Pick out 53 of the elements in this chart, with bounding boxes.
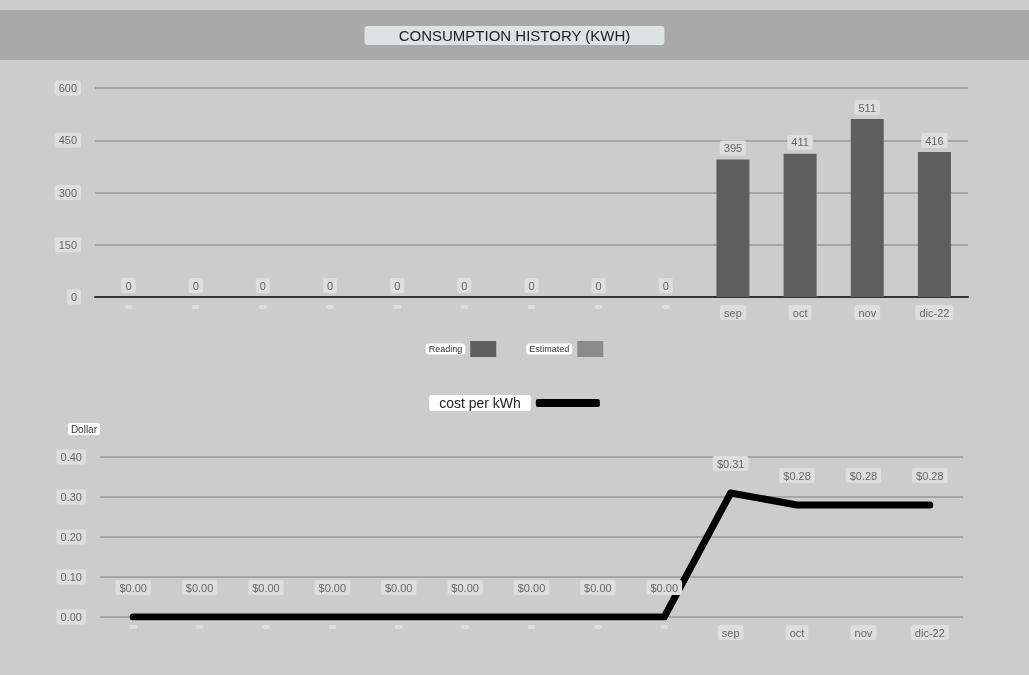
data-label: $0.00: [584, 581, 612, 594]
x-tick-label: oct: [789, 626, 805, 639]
data-label: $0.00: [517, 581, 546, 594]
bar: [716, 159, 750, 297]
data-label: 0: [394, 279, 401, 292]
y-tick-label: 150: [58, 238, 77, 251]
data-label: 416: [925, 134, 944, 147]
x-tick-label: sep: [724, 306, 742, 319]
bar: [783, 153, 817, 297]
x-tick-label: sep: [721, 626, 740, 639]
legend-label: Estimated: [529, 344, 570, 354]
data-label: 0: [595, 279, 602, 292]
y-tick-label: 0.10: [60, 571, 82, 583]
legend-label: Reading: [428, 344, 463, 354]
data-label: 411: [791, 136, 809, 149]
chart-title: CONSUMPTION HISTORY (KWH): [398, 27, 631, 44]
data-label: $0.28: [849, 469, 878, 482]
data-label: 0: [192, 279, 199, 292]
y-tick-label: 0.00: [60, 611, 82, 623]
data-label: $0.00: [119, 581, 147, 594]
y-axis-title: Dollar: [70, 423, 98, 435]
data-label: 0: [528, 279, 535, 292]
data-label: $0.28: [916, 469, 944, 482]
data-label: $0.00: [650, 581, 679, 594]
data-label: 0: [461, 279, 468, 292]
y-tick-label: 0: [70, 291, 77, 303]
legend-label: cost per kWh: [439, 395, 521, 411]
data-label: $0.28: [783, 469, 811, 482]
data-label: $0.00: [185, 581, 214, 594]
data-label: $0.00: [451, 581, 479, 594]
bar: [917, 152, 951, 297]
data-label: $0.31: [716, 457, 745, 470]
bar: [850, 119, 884, 297]
data-label: 0: [259, 279, 266, 292]
y-tick-label: 0.30: [60, 491, 82, 503]
x-tick-label: nov: [858, 306, 877, 319]
x-tick-label: oct: [792, 306, 808, 319]
y-tick-label: 0.40: [60, 451, 82, 463]
data-label: 0: [326, 279, 334, 292]
y-tick-label: 300: [58, 186, 77, 199]
y-tick-label: 0.20: [60, 531, 82, 543]
data-label: 0: [662, 279, 669, 292]
data-label: 0: [125, 279, 132, 292]
x-tick-label: dic-22: [914, 626, 945, 639]
x-tick-label: dic-22: [919, 306, 950, 319]
y-tick-label: 600: [58, 82, 77, 94]
data-label: $0.00: [252, 581, 280, 594]
data-label: 511: [858, 101, 877, 114]
data-label: 395: [723, 141, 743, 154]
data-label: $0.00: [384, 581, 413, 594]
y-tick-label: 450: [58, 134, 77, 147]
data-label: $0.00: [318, 581, 347, 594]
x-tick-label: nov: [854, 626, 873, 639]
